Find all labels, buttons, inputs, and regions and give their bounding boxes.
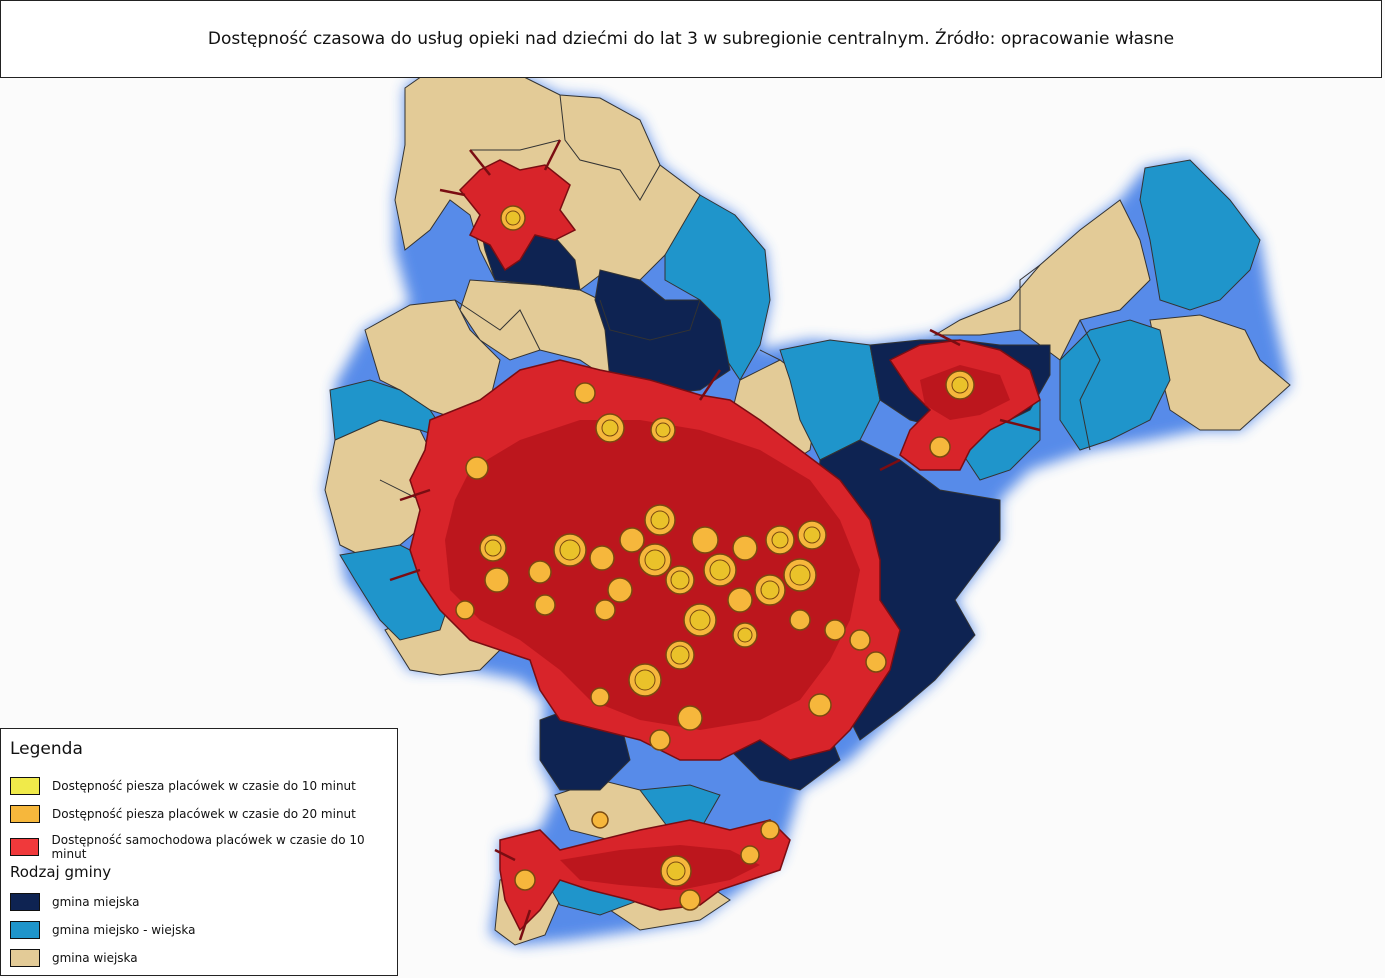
legend-box: Legenda Dostępność piesza placówek w cza… xyxy=(0,728,398,976)
legend-swatch-yellow xyxy=(10,777,40,795)
legend-item-car-10: Dostępność samochodowa placówek w czasie… xyxy=(10,833,397,861)
legend-item-label: gmina miejska xyxy=(52,895,140,909)
legend-item-walk-10: Dostępność piesza placówek w czasie do 1… xyxy=(10,777,356,795)
legend-item-gmina-miejsko-wiejska: gmina miejsko - wiejska xyxy=(10,921,195,939)
legend-heading: Legenda xyxy=(10,739,83,759)
access-road-spurs xyxy=(389,139,1041,941)
legend-item-label: gmina miejsko - wiejska xyxy=(52,923,196,937)
legend-item-walk-20: Dostępność piesza placówek w czasie do 2… xyxy=(10,805,356,823)
legend-item-label: Dostępność piesza placówek w czasie do 2… xyxy=(52,807,356,821)
legend-item-label: gmina wiejska xyxy=(52,951,138,965)
map-title-text: Dostępność czasowa do usług opieki nad d… xyxy=(207,29,1175,49)
walk-10-min-zones xyxy=(484,210,969,881)
legend-swatch-orange xyxy=(10,805,40,823)
legend-swatch-beige xyxy=(10,949,40,967)
legend-subheading: Rodzaj gminy xyxy=(10,863,112,881)
legend-item-gmina-wiejska: gmina wiejska xyxy=(10,949,138,967)
legend-swatch-navy xyxy=(10,893,40,911)
gmina-miejsko-wiejska-areas xyxy=(329,159,1261,916)
legend-item-label: Dostępność piesza placówek w czasie do 1… xyxy=(52,779,356,793)
legend-swatch-red xyxy=(10,838,40,856)
legend-item-gmina-miejska: gmina miejska xyxy=(10,893,140,911)
map-title: Dostępność czasowa do usług opieki nad d… xyxy=(0,0,1382,78)
legend-swatch-blue xyxy=(10,921,40,939)
legend-item-label: Dostępność samochodowa placówek w czasie… xyxy=(51,833,365,861)
